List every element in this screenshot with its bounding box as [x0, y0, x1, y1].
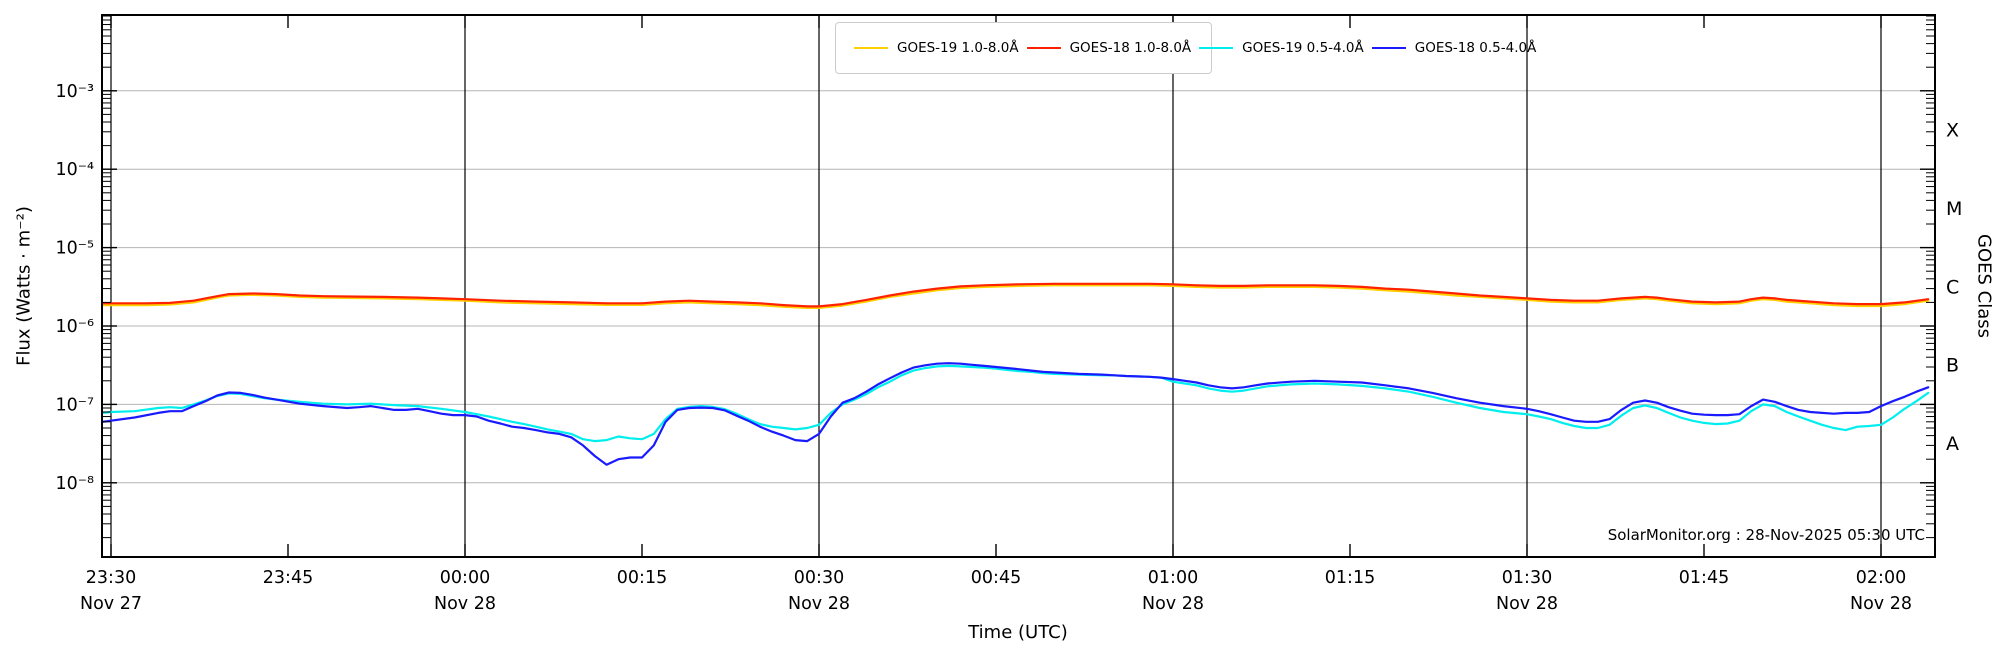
legend-label-goes18-long: GOES-18 1.0-8.0Å — [1069, 40, 1192, 56]
x-tick-label-02:00: 02:00 — [1856, 568, 1906, 588]
legend-swatch-goes19-short-line — [1199, 47, 1234, 49]
legend-label-goes19-short: GOES-19 0.5-4.0Å — [1242, 40, 1364, 56]
y-tick-label-1e-6: 10⁻⁶ — [55, 317, 94, 337]
y-tick-label-1e-4: 10⁻⁴ — [55, 160, 94, 180]
goes-class-label-B: B — [1946, 355, 1959, 377]
x-day-label-01:30: Nov 28 — [1496, 594, 1558, 614]
x-day-label-23:30: Nov 27 — [80, 594, 142, 614]
x-tick-label-23:45: 23:45 — [263, 568, 313, 588]
y-axis-title-left: Flux (Watts · m⁻²) — [13, 206, 35, 366]
legend-label-goes19-long: GOES-19 1.0-8.0Å — [897, 40, 1019, 56]
legend-swatch-goes18-short-line — [1371, 47, 1406, 49]
attribution-text: SolarMonitor.org : 28-Nov-2025 05:30 UTC — [1607, 526, 1925, 544]
y-tick-label-1e-3: 10⁻³ — [55, 82, 94, 102]
legend-label-goes18-short: GOES-18 0.5-4.0Å — [1414, 40, 1537, 56]
goes-class-label-X: X — [1946, 120, 1959, 142]
legend: GOES-19 1.0-8.0Å GOES-18 1.0-8.0Å GOES-1… — [835, 22, 1536, 74]
x-tick-label-00:15: 00:15 — [617, 568, 667, 588]
legend-item-goes19-long: GOES-19 1.0-8.0Å — [846, 36, 1019, 60]
x-day-label-02:00: Nov 28 — [1850, 594, 1912, 614]
y-tick-label-1e-8: 10⁻⁸ — [55, 474, 94, 494]
x-tick-label-23:30: 23:30 — [86, 568, 136, 588]
x-tick-label-01:15: 01:15 — [1325, 568, 1375, 588]
legend-item-goes18-short: GOES-18 0.5-4.0Å — [1364, 36, 1537, 60]
plot-border — [101, 14, 1936, 558]
x-tick-label-01:45: 01:45 — [1679, 568, 1729, 588]
goes-class-label-M: M — [1946, 198, 1962, 220]
x-tick-label-01:00: 01:00 — [1148, 568, 1198, 588]
y-tick-label-1e-7: 10⁻⁷ — [55, 395, 94, 415]
x-tick-label-01:30: 01:30 — [1502, 568, 1552, 588]
x-day-label-01:00: Nov 28 — [1142, 594, 1204, 614]
goes-class-label-C: C — [1946, 276, 1959, 298]
x-tick-label-00:30: 00:30 — [794, 568, 844, 588]
series-line-goes-18-0-5-4-0- — [102, 362, 1930, 466]
y-tick-label-1e-5: 10⁻⁵ — [55, 239, 94, 259]
legend-item-goes18-long: GOES-18 1.0-8.0Å — [1019, 36, 1192, 60]
x-tick-label-00:45: 00:45 — [971, 568, 1021, 588]
legend-item-goes19-short: GOES-19 0.5-4.0Å — [1191, 36, 1364, 60]
legend-swatch-goes19-long-line — [854, 47, 888, 49]
y-axis-title-right: GOES Class — [1973, 234, 1995, 338]
x-day-label-00:30: Nov 28 — [788, 594, 850, 614]
goes-class-label-A: A — [1946, 433, 1959, 455]
x-day-label-00:00: Nov 28 — [434, 594, 496, 614]
series-line-goes-19-0-5-4-0- — [102, 364, 1930, 443]
legend-swatch-goes18-long-line — [1026, 47, 1061, 49]
series-line-goes-18-1-0-8-0- — [102, 282, 1930, 308]
x-tick-label-00:00: 00:00 — [440, 568, 490, 588]
series-line-goes-19-1-0-8-0- — [102, 284, 1930, 309]
x-axis-title: Time (UTC) — [968, 622, 1068, 643]
